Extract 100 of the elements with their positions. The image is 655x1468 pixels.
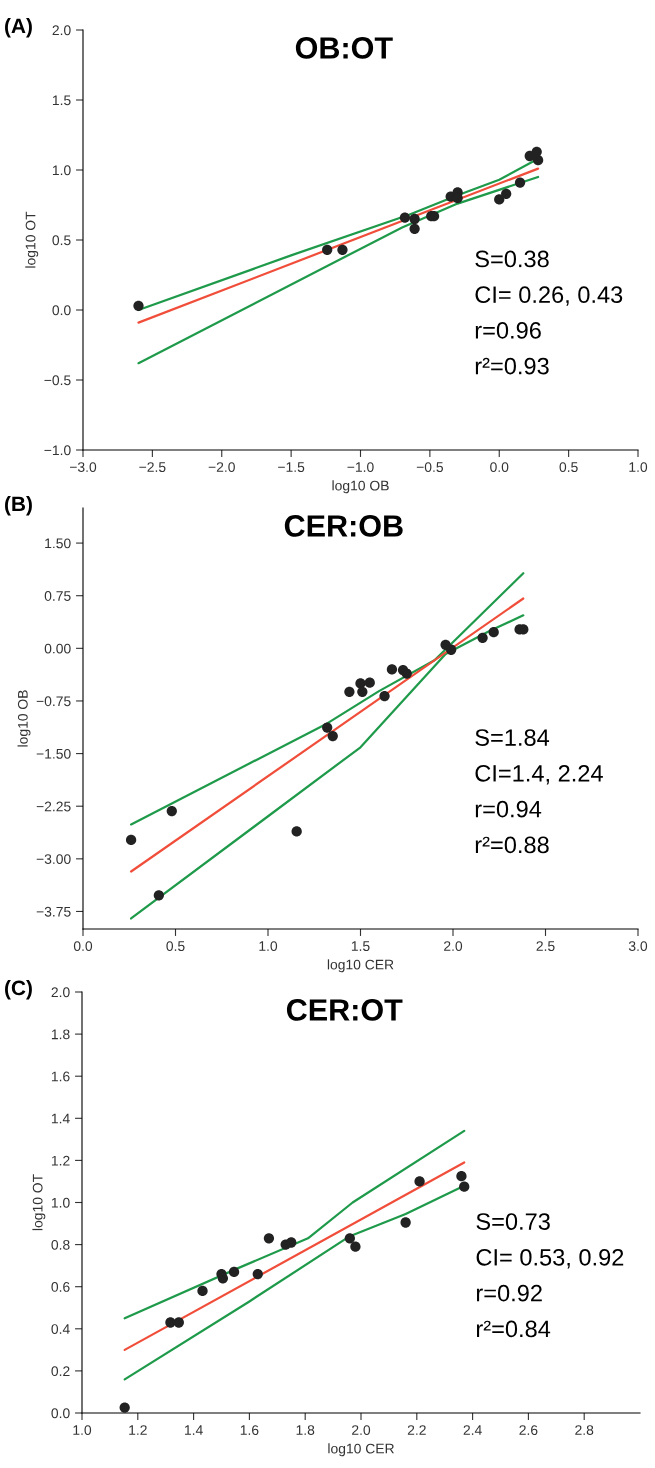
y-tick-label: 2.0 [51,987,70,998]
x-tick-label: −3.0 [69,462,97,473]
x-axis-title: log10 CER [328,1443,394,1457]
point [459,1181,470,1192]
x-tick-label: 2.4 [463,1425,482,1435]
point [133,300,144,311]
y-tick-label: 0.8 [51,1239,70,1250]
point [119,1402,130,1413]
y-tick-label: 0.75 [44,591,71,601]
point [477,632,488,643]
x-tick-label: 1.4 [185,1425,203,1435]
y-tick-label: 1.2 [51,1155,70,1166]
x-tick-label: 1.0 [73,1425,92,1436]
point [494,194,505,205]
x-tick-label: 1.0 [259,941,278,952]
y-tick-label: 0.00 [44,643,71,654]
x-tick-label: 1.8 [296,1425,315,1436]
x-tick-label: −0.5 [416,462,443,473]
y-axis-title: log10 OT [25,211,39,268]
x-tick-label: −2.5 [139,462,166,473]
text: (B) [5,496,32,516]
x-tick-label: 0.5 [166,941,185,952]
y-tick-label: 1.6 [51,1071,70,1082]
x-tick-label: 2.6 [519,1425,538,1436]
x-tick-label: 2.0 [352,1425,371,1436]
y-tick-label: 0.6 [51,1282,70,1292]
point [217,1273,229,1284]
x-tick-label: 0.0 [490,462,509,473]
point [532,155,544,166]
point [291,826,302,837]
point [488,627,499,638]
point [263,1233,275,1244]
x-tick-label: −1.0 [347,462,374,473]
x-tick-label: 3.0 [628,941,648,952]
point [386,664,398,675]
point [456,1171,467,1182]
point [399,212,411,223]
y-tick-label: 0.0 [51,1408,70,1419]
y-tick-label: 0.4 [51,1324,70,1334]
point [409,223,420,234]
annotation: CI= 0.53, 0.92 [476,1248,624,1269]
point [344,686,355,697]
y-axis-title: log10 OB [17,690,31,747]
point [446,644,457,655]
annotation: r²=0.88 [475,836,549,854]
point [166,805,177,817]
point [401,668,412,679]
annotation: r=0.94 [475,800,542,818]
x-tick-label: 1.5 [351,941,370,952]
annotation: r=0.92 [476,1284,542,1302]
point [400,1217,411,1228]
y-tick-label: 0.2 [51,1366,70,1377]
point [153,890,164,901]
x-tick-label: 0.0 [73,941,93,952]
y-tick-label: 1.8 [51,1029,70,1040]
y-axis-title: log10 OT [32,1174,46,1231]
x-tick-label: 2.8 [575,1425,594,1436]
line-series [123,1129,466,1320]
annotation: S=0.38 [475,250,549,268]
annotation: CI=1.4, 2.24 [475,764,603,785]
y-tick-label: −3.75 [36,906,71,917]
point [379,690,390,702]
point [350,1241,361,1252]
annotation: r²=0.84 [476,1320,551,1338]
x-axis-title: log10 CER [327,959,394,973]
annotation: S=0.73 [476,1213,550,1230]
point [252,1268,263,1280]
point [322,244,333,255]
annotation: S=1.84 [475,729,550,746]
annotation: r=0.96 [475,322,541,339]
y-tick-label: 0.0 [52,305,71,316]
x-tick-label: −1.5 [278,462,305,473]
x-tick-label: 2.0 [444,941,463,952]
point [125,834,137,846]
chart-title: OB:OT [295,37,393,59]
point [197,1285,208,1297]
chart-title: CER:OT [286,999,403,1021]
x-tick-label: 0.5 [559,462,578,473]
y-tick-label: 1.50 [45,538,71,549]
point [364,677,375,688]
y-tick-label: −1.0 [44,445,71,456]
point [165,1317,176,1328]
x-tick-label: −2.0 [208,462,235,473]
point [286,1237,297,1248]
y-tick-label: −3.00 [36,854,71,864]
point [501,188,512,199]
y-tick-label: 2.0 [52,25,71,36]
x-tick-label: 1.2 [129,1425,147,1435]
x-axis-title: log10 OB [332,480,389,494]
point [514,177,526,188]
y-tick-label: 1.0 [52,165,71,176]
x-tick-label: 1.0 [629,462,648,473]
point [357,686,368,697]
y-tick-label: 1.5 [52,95,71,106]
text: (C) [5,980,32,1000]
point [173,1317,184,1328]
x-tick-label: 1.6 [240,1425,259,1436]
annotation: CI= 0.26, 0.43 [475,286,623,306]
annotation: r²=0.93 [475,357,549,375]
point [337,244,348,255]
